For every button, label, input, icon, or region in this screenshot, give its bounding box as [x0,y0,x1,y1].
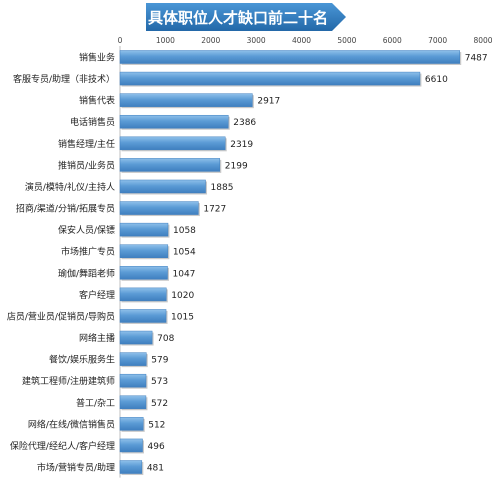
x-tick-label: 1000 [156,36,175,45]
x-tick-label: 4000 [292,36,311,45]
bar-value-label: 573 [151,377,168,387]
bar [119,136,226,151]
category-label: 保安人员/保镖 [58,224,115,236]
category-label: 店员/营业员/促销员/导购员 [7,310,115,322]
bar [119,417,144,431]
category-label: 演员/模特/礼仪/主持人 [25,181,115,193]
category-label: 销售代表 [79,95,115,107]
x-tick-label: 3000 [247,36,266,45]
bar-value-label: 1054 [173,248,196,258]
bar-value-label: 7487 [465,54,488,64]
bar-value-label: 496 [148,442,165,452]
bar [119,244,169,258]
category-label: 餐饮/娱乐服务生 [49,354,115,366]
bar-value-label: 1885 [211,183,234,193]
category-label: 市场推广专员 [61,246,115,258]
bar-value-label: 572 [151,399,168,409]
category-label: 推销员/业务员 [58,159,115,171]
bar [119,266,168,280]
title-banner-shape [146,3,346,31]
bar-value-label: 1047 [173,269,196,279]
x-tick-label: 2000 [201,36,220,45]
bar-value-label: 6610 [425,75,448,85]
chart-title: 具体职位人才缺口前二十名 [148,9,328,27]
bar [119,287,167,302]
category-label: 网络主播 [79,332,115,344]
category-label: 招商/渠道/分销/拓展专员 [16,203,115,215]
bar [119,352,147,366]
bar [119,71,421,86]
category-label: 电话销售员 [70,116,115,128]
bar-value-label: 1020 [171,291,194,301]
bar [119,179,206,194]
x-tick-label: 8000 [473,36,492,45]
bar [119,93,253,107]
category-label: 销售经理/主任 [58,138,115,150]
bar [119,330,153,345]
bars: 销售业务 7487 客服专员/助理（非技术） 6610 销售代表 2917 电话销售员 238… [7,50,488,476]
bar [119,222,169,237]
bar [119,309,167,323]
category-label: 瑜伽/舞蹈老师 [58,267,115,279]
category-label: 普工/杂工 [76,397,115,409]
bar-value-label: 1727 [203,205,226,215]
bar-value-label: 481 [147,464,164,474]
x-tick-label: 6000 [383,36,402,45]
bar-value-label: 2917 [257,97,280,107]
bar [119,438,143,453]
bar-value-label: 1058 [173,226,196,236]
bar-value-label: 2199 [225,161,248,171]
bar [119,50,460,64]
category-label: 客户经理 [79,289,115,301]
bar-value-label: 512 [148,420,165,430]
bar [119,395,147,410]
category-label: 市场/营销专员/助理 [37,462,115,474]
chart-title-banner: 具体职位人才缺口前二十名 [146,3,346,31]
bar [119,158,221,172]
bar-value-label: 1015 [171,312,194,322]
bar [119,201,199,215]
bar-value-label: 2319 [230,140,253,150]
bar [119,373,147,388]
bar [119,114,229,129]
category-label: 保险代理/经纪人/客户经理 [10,440,115,452]
category-label: 客服专员/助理（非技术） [13,73,115,85]
x-tick-label: 5000 [337,36,356,45]
x-tick-label: 0 [118,36,123,45]
bar [119,460,143,474]
x-tick-label: 7000 [428,36,447,45]
bar-value-label: 2386 [233,118,256,128]
category-label: 建筑工程师/注册建筑师 [22,375,115,387]
bar-value-label: 708 [157,334,174,344]
category-label: 网络/在线/微信销售员 [28,418,115,430]
bar-value-label: 579 [151,356,168,366]
category-label: 销售业务 [79,52,115,64]
